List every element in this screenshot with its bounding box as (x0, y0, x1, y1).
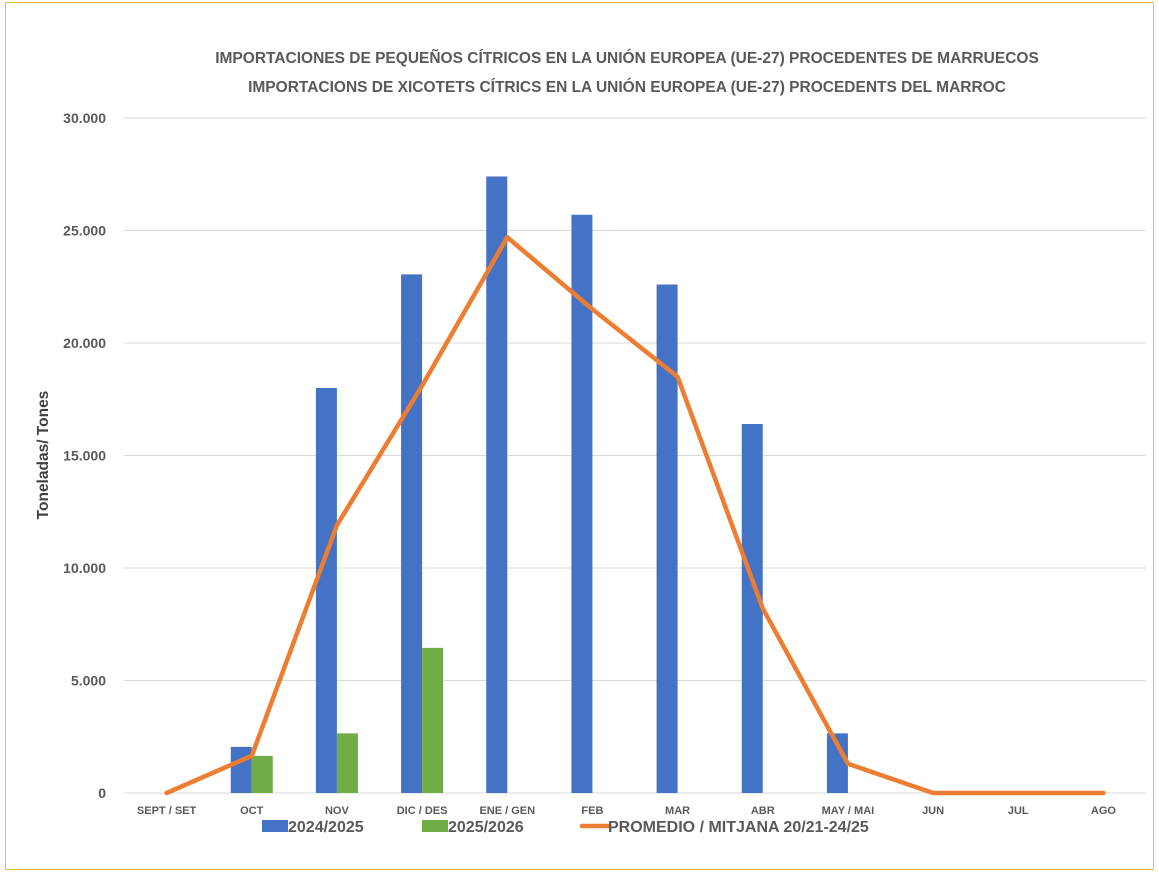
y-tick-label: 15.000 (63, 448, 106, 464)
x-axis-ticks: SEPT / SET OCT NOV DIC / DES ENE / GEN FEB MAR… (137, 805, 1116, 817)
x-tick-label: ENE / GEN (479, 805, 535, 817)
y-axis-ticks: 0 5.000 10.000 15.000 20.000 25.000 30.000 (63, 110, 106, 801)
x-tick-label: MAR (665, 805, 690, 817)
x-tick-label: JUL (1008, 805, 1029, 817)
x-tick-label: DIC / DES (397, 805, 448, 817)
legend-swatch (422, 820, 448, 832)
bar-2025-2026-1 (251, 755, 273, 793)
legend-label: PROMEDIO / MITJANA 20/21-24/25 (608, 819, 869, 836)
bar-2024-2025-7 (741, 424, 763, 793)
x-tick-label: FEB (581, 805, 603, 817)
chart-title-line-1: IMPORTACIONES DE PEQUEÑOS CÍTRICOS EN LA… (215, 49, 1039, 67)
average-line (164, 235, 1106, 796)
y-tick-label: 5.000 (71, 673, 106, 689)
y-tick-label: 30.000 (63, 110, 106, 126)
bar-2024-2025-3 (401, 274, 423, 793)
x-tick-label: OCT (240, 805, 264, 817)
bar-2024-2025-1 (230, 746, 252, 793)
bar-2024-2025-5 (571, 214, 593, 793)
bar-2024-2025-8 (826, 733, 848, 793)
x-tick-label: ABR (751, 805, 775, 817)
bars (230, 176, 848, 793)
y-tick-label: 20.000 (63, 335, 106, 351)
legend-swatch (262, 820, 288, 832)
x-tick-label: SEPT / SET (137, 805, 197, 817)
x-tick-label: NOV (325, 805, 350, 817)
y-tick-label: 25.000 (63, 223, 106, 239)
y-axis-label: Toneladas/ Tones (35, 391, 52, 520)
x-tick-label: AGO (1091, 805, 1117, 817)
legend: 2024/2025 2025/2026 PROMEDIO / MITJANA 20/… (262, 819, 869, 836)
bar-2024-2025-4 (486, 176, 508, 793)
average-series-line (164, 235, 1106, 796)
bar-2025-2026-3 (422, 647, 444, 793)
bar-2025-2026-2 (336, 733, 358, 793)
legend-label: 2025/2026 (448, 819, 524, 836)
x-tick-label: JUN (922, 805, 944, 817)
bar-2024-2025-6 (656, 284, 678, 793)
x-tick-label: MAY / MAI (822, 805, 875, 817)
bar-2024-2025-2 (315, 388, 337, 793)
y-tick-label: 10.000 (63, 560, 106, 576)
legend-label: 2024/2025 (288, 819, 364, 836)
y-tick-label: 0 (98, 785, 106, 801)
chart-title-line-2: IMPORTACIONS DE XICOTETS CÍTRICS EN LA U… (248, 78, 1006, 96)
